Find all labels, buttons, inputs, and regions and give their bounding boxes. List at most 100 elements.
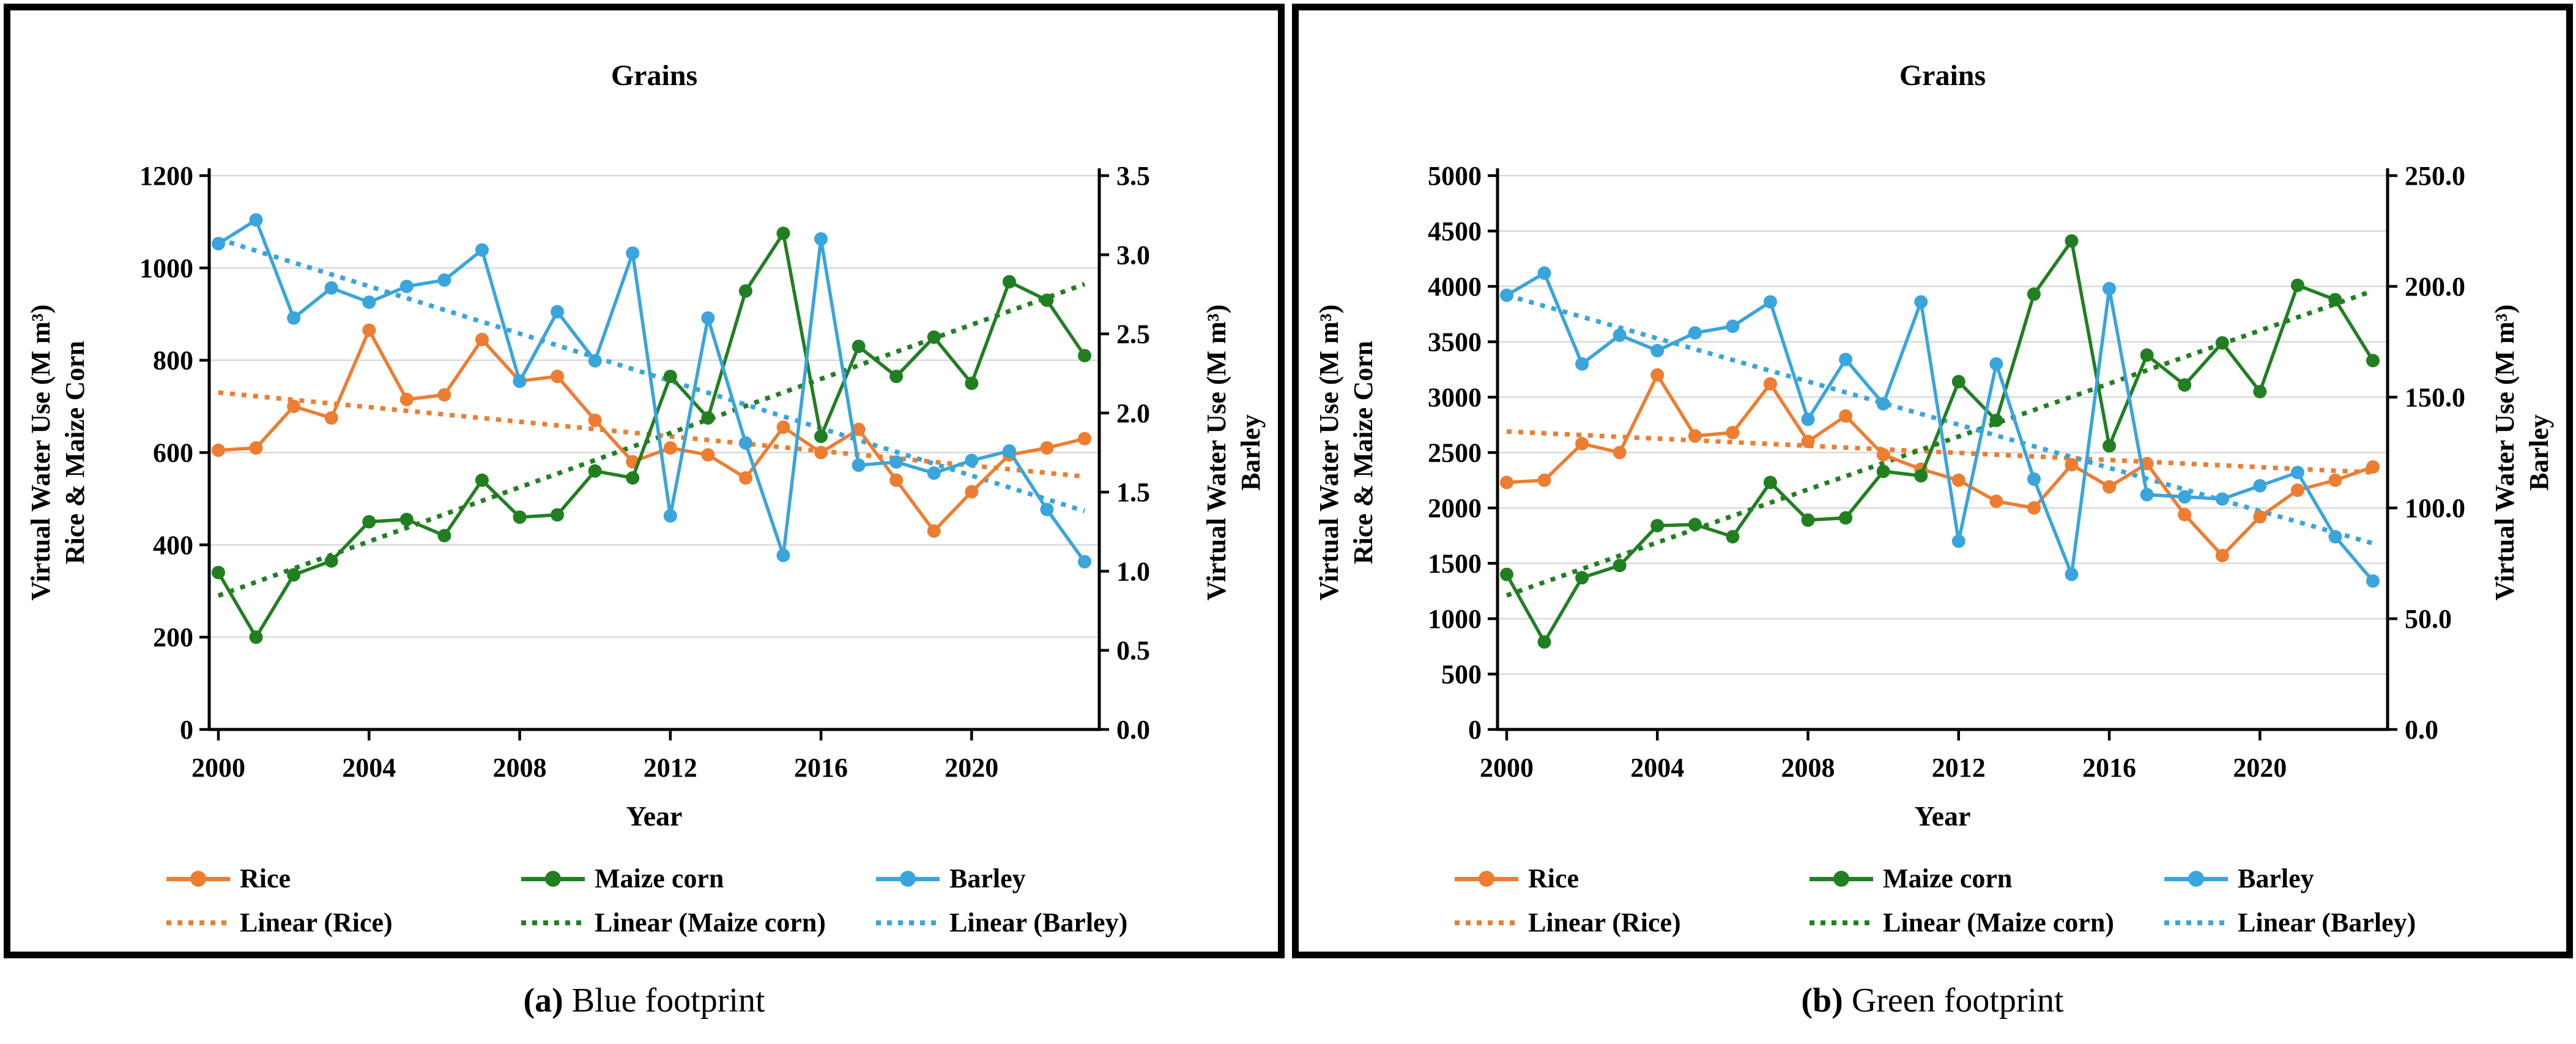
data-point — [2366, 460, 2380, 474]
data-point — [2215, 548, 2229, 562]
data-point — [1839, 409, 1853, 423]
legend-label: Barley — [949, 863, 1026, 893]
data-point — [701, 411, 715, 425]
data-point — [1537, 266, 1551, 280]
y-axis-left-tick-label: 200 — [153, 622, 193, 652]
data-point — [889, 455, 904, 469]
data-point — [738, 471, 752, 485]
data-point — [2253, 510, 2267, 524]
chart-title: Grains — [1899, 59, 1986, 92]
y-axis-right-tick-label: 1.5 — [1116, 477, 1150, 507]
data-point — [1989, 494, 2003, 509]
legend-line-marker-swatch — [1455, 871, 1518, 887]
data-point — [551, 305, 565, 319]
data-point — [1040, 293, 1054, 307]
y-axis-left-tick-label: 5000 — [1428, 161, 1482, 191]
legend-dotted-line-swatch — [166, 920, 230, 925]
data-point — [965, 453, 979, 468]
legend-line-marker-swatch — [166, 871, 230, 887]
data-point — [1951, 375, 1965, 389]
data-point — [1040, 502, 1054, 516]
data-point — [1613, 328, 1627, 342]
data-point — [738, 284, 752, 298]
data-point — [927, 330, 941, 344]
data-point — [1876, 397, 1890, 411]
legend-item-linear-maize-corn: Linear (Maize corn) — [521, 905, 826, 941]
series-barley — [212, 213, 1091, 569]
data-point — [814, 430, 828, 444]
data-point — [1650, 368, 1665, 382]
y-axis-right-title-line2: Barley — [2524, 414, 2554, 491]
data-point — [1040, 441, 1054, 455]
y-axis-right-title-line2: Barley — [1236, 414, 1266, 491]
data-point — [2215, 492, 2229, 506]
data-point — [2178, 490, 2192, 504]
x-axis-tick-label: 2008 — [1781, 753, 1835, 783]
data-point — [249, 213, 263, 227]
data-point — [626, 246, 640, 260]
data-point — [513, 375, 527, 389]
data-point — [2253, 479, 2267, 493]
legend-label: Barley — [2238, 863, 2314, 893]
panel-blue-footprint: 0 200 400 600 800 1000 1200 0.0 0.5 1.0 1.5 2.0 2.5 3… — [4, 4, 1285, 958]
series-barley — [1500, 266, 2380, 588]
data-point — [927, 524, 941, 538]
data-point — [1078, 554, 1091, 569]
legend-row-trendlines: Linear (Rice) Linear (Maize corn) Linear (… — [1299, 905, 2566, 941]
series-rice — [1500, 368, 2380, 562]
data-point — [1613, 559, 1627, 573]
y-axis-left-tick-label: 3000 — [1428, 382, 1482, 412]
legend-dotted-line-swatch — [876, 920, 940, 925]
y-axis-left-title-line2: Rice & Maize Corn — [1348, 341, 1378, 564]
y-axis-right-tick-label: 100.0 — [2405, 493, 2465, 523]
data-point — [249, 630, 263, 644]
data-point — [889, 370, 904, 384]
data-point — [1500, 288, 1513, 302]
data-point — [437, 273, 451, 287]
data-point — [399, 392, 414, 406]
y-axis-right-tick-label: 1.0 — [1116, 556, 1150, 586]
data-point — [1688, 326, 1702, 340]
data-point — [852, 422, 866, 436]
series-maize-corn — [1500, 234, 2380, 649]
legend-label: Maize corn — [595, 863, 724, 893]
data-point — [287, 568, 301, 582]
legend-dotted-line-swatch — [1455, 920, 1518, 925]
data-point — [551, 508, 565, 522]
data-point — [1613, 446, 1627, 460]
data-point — [1078, 349, 1091, 363]
legend-item-barley: Barley — [876, 861, 1026, 897]
y-axis-left-title-line1: Virtual Water Use (M m³) — [1314, 304, 1344, 600]
x-axis-title: Year — [626, 800, 683, 832]
x-axis-tick-label: 2004 — [342, 753, 396, 783]
data-point — [362, 323, 376, 337]
data-point — [212, 443, 225, 457]
data-point — [1500, 567, 1513, 581]
y-axis-right-tick-label: 0.0 — [1116, 715, 1150, 745]
data-point — [1537, 635, 1551, 649]
y-axis-left-tick-label: 0 — [1468, 715, 1482, 745]
data-point — [1002, 275, 1016, 289]
x-axis-tick-label: 2012 — [644, 753, 697, 783]
data-point — [2178, 507, 2192, 521]
data-point — [2027, 472, 2041, 486]
data-point — [1763, 377, 1777, 391]
x-axis-title: Year — [1915, 800, 1971, 832]
data-point — [776, 226, 790, 240]
legend-label: Linear (Rice) — [240, 908, 393, 938]
data-point — [1078, 431, 1091, 446]
data-point — [1951, 534, 1965, 548]
data-point — [1650, 518, 1665, 532]
data-point — [852, 340, 866, 354]
data-point — [1951, 473, 1965, 487]
data-point — [1537, 473, 1551, 487]
x-axis-tick-label: 2008 — [493, 753, 547, 783]
legend-label: Linear (Maize corn) — [1883, 908, 2114, 938]
data-point — [1914, 469, 1928, 483]
data-point — [701, 448, 715, 462]
legend-label: Linear (Barley) — [2238, 908, 2416, 938]
data-point — [814, 232, 828, 246]
legend-item-maize-corn: Maize corn — [1810, 861, 2012, 897]
y-axis-right-title-line1: Virtual Water Use (M m³) — [1201, 304, 1231, 600]
